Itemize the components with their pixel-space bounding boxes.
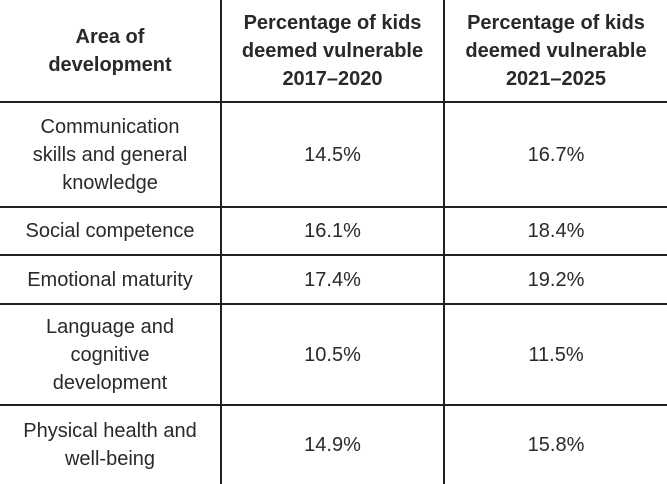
value-cell: 10.5% [222,305,445,404]
value-cell: 11.5% [528,343,584,366]
table-row: Emotional maturity 17.4% 19.2% [0,256,667,305]
row-label-emotional-maturity: Emotional maturity [0,256,222,303]
value-cell: 17.4% [222,256,445,303]
table-row: Physical health and well-being 14.9% 15.… [0,406,667,484]
value-cell: 14.5% [222,103,445,206]
value-cell: 19.2% [527,268,585,291]
value-cell: 15.8% [527,434,585,456]
row-label-physical-health: Physical health and well-being [0,406,222,484]
table-header-row: Area of development Percentage of kids d… [0,0,667,103]
value-cell: 18.4% [527,220,585,242]
header-cell-area-of-development: Area of development [0,0,222,101]
value-cell: 14.9% [222,406,445,484]
table-row: Communication skills and general knowled… [0,103,667,208]
table-row: Language and cognitive development 10.5%… [0,305,667,406]
header-cell-percentage-2017-2020: Percentage of kids deemed vulnerable 201… [222,0,445,101]
header-cell-percentage-2021-2025: Percentage of kids deemed vulnerable 202… [465,11,647,90]
value-cell: 16.7% [527,143,585,166]
row-label-social-competence: Social competence [0,208,222,254]
row-label-communication: Communication skills and general knowled… [0,103,222,206]
value-cell: 16.1% [222,208,445,254]
row-label-language-cognitive: Language and cognitive development [0,305,222,404]
table-row: Social competence 16.1% 18.4% [0,208,667,256]
